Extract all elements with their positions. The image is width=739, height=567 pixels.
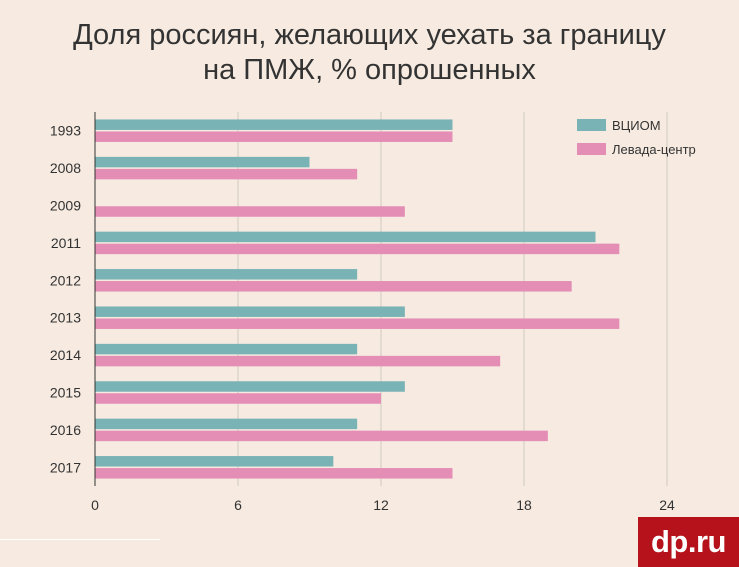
grid-lines	[237, 112, 668, 486]
chart-title: Доля россиян, желающих уехать за границу…	[0, 18, 739, 88]
axes: 0 6 12 18 24 1993 2008 2009 2011 2012 2013 2014 2015…	[50, 112, 675, 513]
bar-levada-1993	[95, 131, 453, 142]
bar-levada-2011	[95, 243, 620, 255]
legend-swatch-vciom	[577, 119, 606, 131]
bar-vciom-2015	[95, 381, 405, 392]
divider-line	[0, 539, 160, 540]
bar-vciom-2016	[95, 418, 358, 430]
bar-levada-2009	[95, 206, 405, 217]
category-label-2016: 2016	[50, 422, 81, 438]
bar-levada-2012	[95, 281, 572, 292]
bar-levada-2013	[95, 318, 620, 329]
bar-levada-2008	[95, 168, 358, 180]
chart-title-line-1: Доля россиян, желающих уехать за границу	[73, 19, 666, 51]
bar-levada-2016	[95, 430, 548, 442]
category-label-2008: 2008	[50, 160, 81, 176]
category-label-1993: 1993	[50, 123, 81, 139]
legend-label-vciom: ВЦИОМ	[612, 118, 661, 133]
legend-swatch-levada	[577, 143, 606, 155]
category-label-2013: 2013	[50, 310, 81, 326]
legend-label-levada: Левада-центр	[612, 142, 696, 157]
dp-ru-logo: dp.ru	[638, 517, 739, 567]
bars	[95, 119, 620, 479]
x-tick-label-6: 6	[234, 497, 242, 513]
bar-levada-2015	[95, 393, 381, 404]
bar-vciom-2013	[95, 306, 405, 317]
x-tick-label-18: 18	[516, 497, 532, 513]
category-label-2011: 2011	[51, 235, 81, 251]
bar-vciom-2014	[95, 343, 358, 355]
category-label-2009: 2009	[50, 198, 81, 214]
legend: ВЦИОМ Левада-центр	[577, 118, 696, 157]
bar-vciom-1993	[95, 119, 453, 130]
bar-vciom-2012	[95, 269, 358, 280]
chart-title-line-2: на ПМЖ, % опрошенных	[203, 54, 536, 86]
x-tick-label-12: 12	[373, 497, 389, 513]
category-label-2012: 2012	[50, 272, 81, 288]
category-label-2015: 2015	[50, 385, 81, 401]
bar-levada-2017	[95, 468, 453, 479]
category-label-2017: 2017	[50, 459, 81, 475]
bar-vciom-2017	[95, 456, 334, 467]
x-tick-label-0: 0	[91, 497, 99, 513]
x-tick-label-24: 24	[659, 497, 675, 513]
bar-levada-2014	[95, 355, 501, 367]
bar-vciom-2011	[95, 231, 596, 243]
bar-vciom-2008	[95, 156, 310, 168]
category-label-2014: 2014	[50, 347, 81, 363]
